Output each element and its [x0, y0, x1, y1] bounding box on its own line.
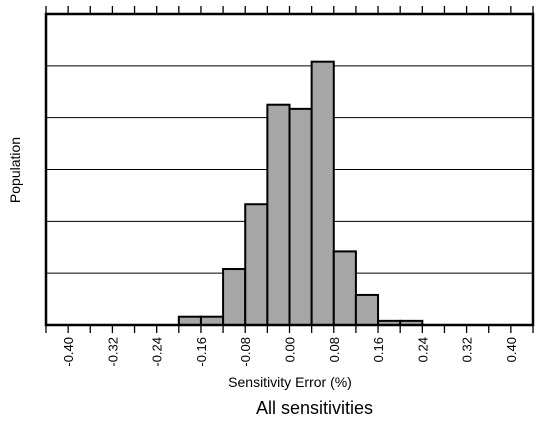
histogram-bar-3	[244, 203, 269, 326]
y-axis-label: Population	[7, 137, 23, 203]
x-tick-label: 0.24	[415, 337, 430, 362]
x-axis-label: Sensitivity Error (%)	[228, 374, 352, 390]
x-tick-label: -0.32	[105, 337, 120, 367]
x-tick-label: 0.00	[283, 337, 298, 362]
x-tick-label: -0.16	[194, 337, 209, 367]
x-tick-label: 0.40	[504, 337, 519, 362]
x-tick-label: -0.40	[61, 337, 76, 367]
histogram-bar-6	[310, 60, 335, 326]
x-axis-ticks	[45, 6, 534, 333]
histogram-bar-7	[332, 250, 357, 326]
histogram-bar-2	[222, 268, 247, 326]
x-tick-label: -0.08	[238, 337, 253, 367]
histogram-bars	[177, 60, 424, 327]
chart-caption: All sensitivities	[256, 398, 374, 418]
x-tick-label: -0.24	[150, 337, 165, 367]
histogram-bar-4	[266, 103, 291, 327]
x-tick-label: 0.16	[371, 337, 386, 362]
x-tick-label: 0.32	[460, 337, 475, 362]
x-axis-tick-labels: -0.40 -0.32 -0.24 -0.16 -0.08 0.00 0.08 0.16 0.2…	[61, 337, 519, 367]
histogram-bar-5	[288, 107, 313, 327]
histogram-bar-8	[354, 293, 380, 327]
x-tick-label: 0.08	[327, 337, 342, 362]
